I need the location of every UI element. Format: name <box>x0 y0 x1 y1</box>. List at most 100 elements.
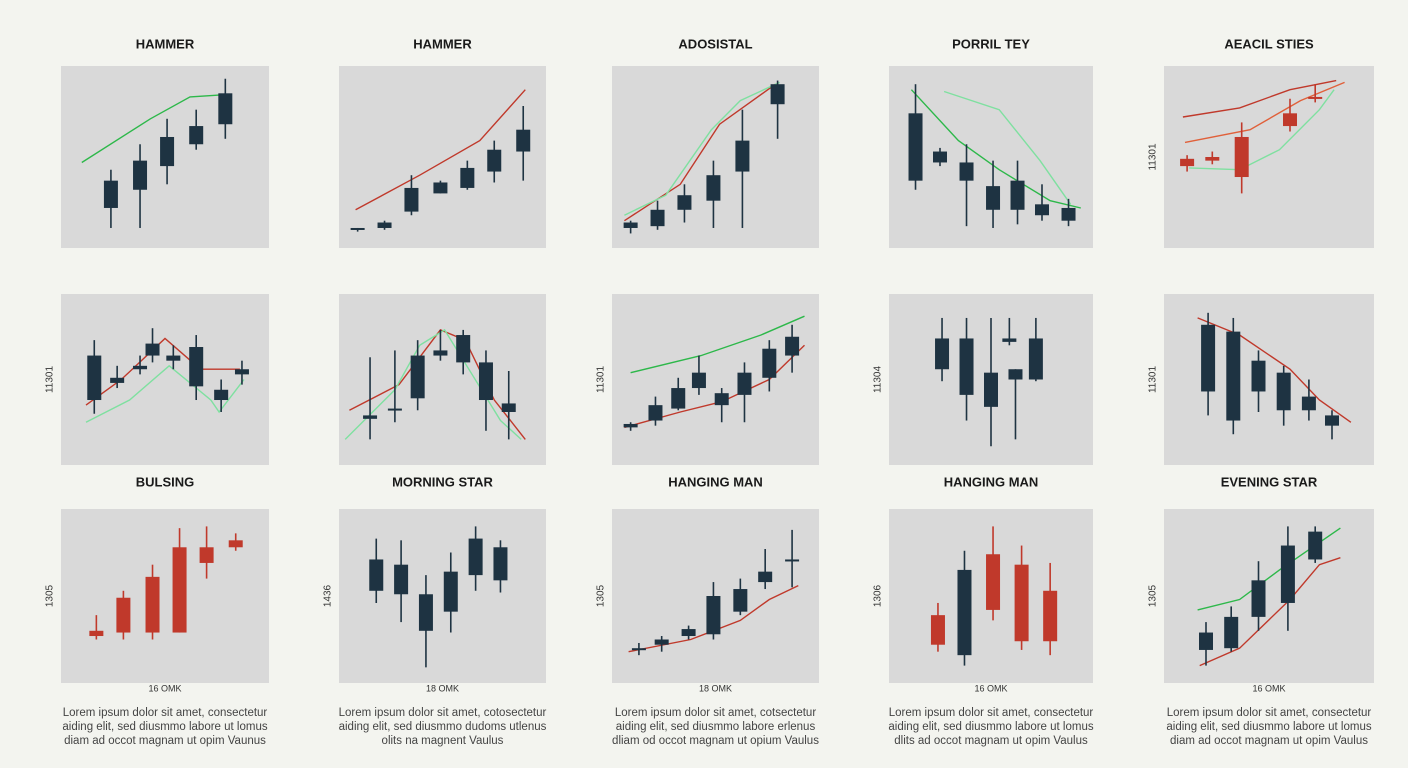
y-axis-label: 11301 <box>1148 143 1159 171</box>
y-axis-label: 1306 <box>873 584 884 607</box>
candle-body <box>218 93 233 125</box>
caption-line: dlits ad occot magnam ut opim Vaulus <box>894 735 1088 747</box>
candle-body <box>189 126 204 145</box>
candle-body <box>631 648 646 651</box>
candle-body <box>1325 415 1339 426</box>
candlestick-panel: HANGING MAN 1306 16 OMK Lorem ipsum dolor s… <box>873 474 1094 747</box>
panel-title: HAMMER <box>136 36 195 51</box>
caption-line: Lorem ipsum dolor sit amet, cotsectetur <box>615 707 816 719</box>
candle-body <box>737 372 752 395</box>
moving-average-line <box>624 81 780 216</box>
candle-body <box>714 393 729 406</box>
candle-body <box>935 338 950 370</box>
candle-body <box>623 423 638 428</box>
moving-average-line <box>355 89 526 211</box>
candle-body <box>214 389 229 401</box>
panel-title: PORRIL TEY <box>952 36 1030 51</box>
candle-body <box>363 415 378 419</box>
y-axis-label: 11301 <box>45 366 56 394</box>
moving-average-line <box>85 337 240 406</box>
candlestick-panel: HANGING MAN 1305 18 OMK Lorem ipsum dolor s… <box>596 474 820 747</box>
moving-average-line <box>81 94 220 164</box>
candle-body <box>984 372 998 407</box>
plot-area <box>61 509 269 683</box>
moving-average-line <box>1197 317 1352 423</box>
candle-body <box>1226 331 1241 421</box>
candle-body <box>160 136 175 167</box>
candle-body <box>681 629 696 637</box>
candle-body <box>228 540 243 548</box>
caption-line: aiding elit, sed diusmmo labore ut lomus <box>62 721 267 733</box>
candle-body <box>733 589 748 612</box>
candle-body <box>468 538 483 576</box>
candlestick-panel: AEACIL STIES 11301 <box>1148 36 1374 248</box>
panel-title: HANGING MAN <box>668 474 763 489</box>
moving-average-line <box>344 328 522 440</box>
candle-body <box>377 222 392 228</box>
candle-body <box>116 597 131 633</box>
candle-body <box>1224 616 1239 649</box>
candle-body <box>623 222 638 228</box>
panel-title: HAMMER <box>413 36 472 51</box>
candle-body <box>770 84 785 105</box>
candle-body <box>706 175 721 201</box>
candle-body <box>89 630 104 637</box>
candle-body <box>785 336 800 356</box>
candle-body <box>433 350 448 356</box>
candle-body <box>762 348 777 378</box>
plot-area <box>612 294 819 465</box>
candle-body <box>460 167 475 188</box>
plot-area <box>339 509 546 683</box>
panel-title: BULSING <box>136 474 195 489</box>
candle-body <box>1251 580 1266 617</box>
candle-body <box>986 186 1001 210</box>
candle-body <box>1276 372 1291 411</box>
y-axis-label: 1305 <box>45 584 56 607</box>
candle-body <box>493 547 508 581</box>
moving-average-line <box>1182 79 1337 118</box>
candle-body <box>1234 136 1249 178</box>
candle-body <box>103 180 118 208</box>
candle-body <box>394 564 409 595</box>
candle-body <box>959 338 974 395</box>
candle-body <box>87 355 102 401</box>
moving-average-line <box>910 89 1081 209</box>
candlestick-panel: 11301 <box>596 294 819 465</box>
candle-body <box>908 113 923 181</box>
moving-average-line <box>943 90 1072 205</box>
panel-title: ADOSISTAL <box>678 36 752 51</box>
candle-body <box>735 140 750 172</box>
caption-line: olits na magnent Vaulus <box>382 735 504 747</box>
candle-body <box>172 547 187 633</box>
caption-line: Lorem ipsum dolor sit amet, consectetur <box>1167 707 1372 719</box>
candle-body <box>1301 396 1316 411</box>
moving-average-line <box>630 315 805 374</box>
y-axis-label: 1436 <box>323 584 334 607</box>
candle-body <box>648 405 663 421</box>
x-axis-label: 16 OMK <box>974 683 1007 693</box>
y-axis-label: 11301 <box>1148 366 1159 394</box>
caption-line: diam ad occot magnam ut opim Vaulus <box>1170 735 1368 747</box>
candle-body <box>654 639 669 645</box>
candle-body <box>1014 564 1029 642</box>
candle-body <box>145 576 160 633</box>
x-axis-label: 18 OMK <box>426 683 459 693</box>
candle-body <box>986 554 1001 610</box>
candle-body <box>677 195 692 210</box>
candle-body <box>1010 180 1025 210</box>
moving-average-line <box>1189 89 1335 171</box>
candlestick-panel <box>339 294 546 465</box>
panel-title: HANGING MAN <box>944 474 1039 489</box>
candle-body <box>650 209 665 227</box>
candle-body <box>145 343 160 356</box>
x-axis-label: 16 OMK <box>148 683 181 693</box>
caption-line: aiding elit, sed diusmmo labore erlenus <box>616 721 816 733</box>
candle-body <box>516 129 531 152</box>
y-axis-label: 1305 <box>1148 584 1159 607</box>
candle-body <box>959 162 974 181</box>
panel-title: AEACIL STIES <box>1224 36 1314 51</box>
y-axis-label: 1305 <box>596 584 607 607</box>
candle-body <box>1205 157 1220 161</box>
candle-body <box>501 403 516 412</box>
